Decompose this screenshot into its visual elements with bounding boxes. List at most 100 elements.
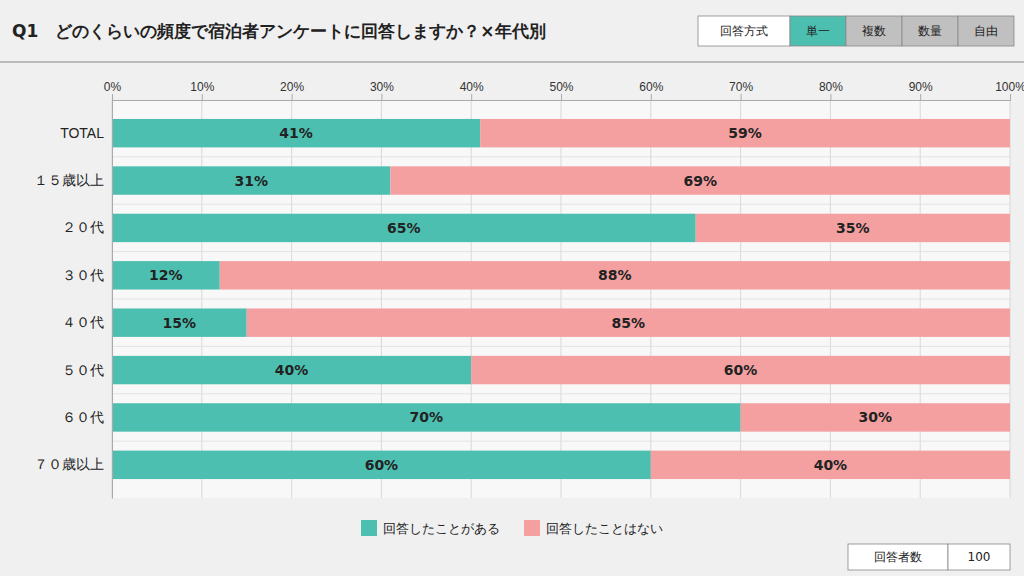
- answer-method-label: 複数: [862, 24, 886, 38]
- y-tick-label: ７０歳以上: [34, 456, 104, 472]
- answer-method: 回答方式単一複数数量自由: [698, 16, 1014, 46]
- y-tick: TOTAL: [60, 125, 112, 141]
- bar: [112, 308, 247, 336]
- x-tick-mark: [561, 94, 562, 100]
- bar: [112, 214, 696, 242]
- bar: [247, 308, 1010, 336]
- answer-method-box: [698, 16, 790, 46]
- x-tick-mark: [741, 94, 742, 100]
- legend-swatch: [524, 520, 540, 536]
- row-separator: [112, 441, 1010, 442]
- bar: [220, 261, 1010, 289]
- y-tick: ４０代: [62, 314, 112, 330]
- x-tick: 20%: [280, 80, 304, 100]
- data-label: 85%: [612, 315, 646, 331]
- grid: [112, 100, 1010, 498]
- data-label: 12%: [149, 267, 183, 283]
- x-tick: 80%: [819, 80, 843, 100]
- data-label: 31%: [234, 173, 268, 189]
- data-label: 30%: [859, 409, 893, 425]
- answer-method-box: [846, 16, 902, 46]
- x-tick-mark: [381, 94, 382, 100]
- data-label: 60%: [365, 457, 399, 473]
- legend-item: 回答したことはない: [524, 520, 663, 536]
- x-tick-mark: [920, 94, 921, 100]
- x-tick: 30%: [370, 80, 394, 100]
- x-tick-label: 0%: [104, 80, 122, 94]
- row-separators: [112, 157, 1010, 441]
- x-axis-line: [113, 94, 1011, 101]
- x-tick: 40%: [460, 80, 484, 100]
- respondents-box: [948, 544, 1010, 570]
- legend-label: 回答したことがある: [383, 521, 500, 536]
- plot-background: [112, 100, 1010, 498]
- x-tick: 50%: [549, 80, 573, 100]
- y-tick-label: ５０代: [62, 362, 104, 378]
- x-tick-label: 50%: [549, 80, 573, 94]
- x-tick: 60%: [639, 80, 663, 100]
- x-tick-mark: [292, 94, 293, 100]
- x-tick-mark: [202, 94, 203, 100]
- data-labels: 41%31%65%12%15%40%70%60%59%69%35%88%85%6…: [149, 125, 892, 473]
- data-label: 65%: [387, 220, 421, 236]
- x-tick-label: 70%: [729, 80, 753, 94]
- bar: [390, 166, 1010, 194]
- respondents-label: 回答者数: [874, 550, 922, 564]
- x-tick-mark: [1010, 94, 1011, 100]
- data-label: 88%: [598, 267, 632, 283]
- data-label: 59%: [728, 125, 762, 141]
- x-tick-label: 80%: [819, 80, 843, 94]
- x-tick-label: 30%: [370, 80, 394, 94]
- bar: [696, 214, 1010, 242]
- bars: [112, 119, 1010, 479]
- answer-method-box: [958, 16, 1014, 46]
- x-tick-label: 100%: [995, 80, 1024, 94]
- y-tick-label: １５歳以上: [34, 172, 104, 188]
- x-tick-mark: [830, 94, 831, 100]
- y-tick-label: ３０代: [62, 267, 104, 283]
- bar: [112, 261, 220, 289]
- bar: [112, 119, 480, 147]
- y-tick: ５０代: [62, 362, 112, 378]
- legend-swatch: [361, 520, 377, 536]
- data-label: 41%: [279, 125, 313, 141]
- grid-line: [112, 100, 113, 498]
- bar: [651, 451, 1010, 479]
- data-label: 70%: [410, 409, 444, 425]
- y-tick: １５歳以上: [34, 172, 112, 188]
- answer-method-label: 回答方式: [720, 24, 768, 38]
- bar: [741, 403, 1010, 431]
- y-tick: ２０代: [62, 219, 112, 235]
- bar: [112, 403, 741, 431]
- bar: [112, 166, 390, 194]
- x-tick-label: 90%: [909, 80, 933, 94]
- legend-label: 回答したことはない: [546, 521, 663, 536]
- y-tick: ７０歳以上: [34, 456, 112, 472]
- y-tick-label: ４０代: [62, 314, 104, 330]
- row-separator: [112, 204, 1010, 205]
- x-tick-mark: [112, 94, 113, 100]
- x-tick-label: 40%: [460, 80, 484, 94]
- row-separator: [112, 393, 1010, 394]
- data-label: 69%: [683, 173, 717, 189]
- bar: [112, 451, 651, 479]
- answer-method-box: [790, 16, 846, 46]
- row-separator: [112, 346, 1010, 347]
- bar: [471, 356, 1010, 384]
- answer-method-label: 自由: [974, 24, 998, 38]
- x-axis: 0%10%20%30%40%50%60%70%80%90%100%: [104, 80, 1024, 101]
- x-tick-label: 60%: [639, 80, 663, 94]
- x-tick-label: 20%: [280, 80, 304, 94]
- data-label: 35%: [836, 220, 870, 236]
- bar: [112, 356, 471, 384]
- data-label: 40%: [814, 457, 848, 473]
- answer-method-label: 単一: [806, 24, 830, 38]
- x-tick-mark: [651, 94, 652, 100]
- row-separator: [112, 251, 1010, 252]
- x-tick: 0%: [104, 80, 122, 100]
- x-tick: 100%: [995, 80, 1024, 100]
- legend: 回答したことがある 回答したことはない: [361, 520, 663, 536]
- x-tick: 90%: [909, 80, 933, 100]
- data-label: 15%: [163, 315, 197, 331]
- x-tick-mark: [471, 94, 472, 100]
